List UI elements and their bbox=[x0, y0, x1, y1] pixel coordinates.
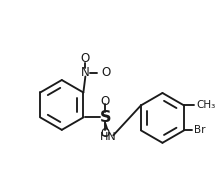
Text: O: O bbox=[81, 52, 90, 65]
Text: HN: HN bbox=[100, 132, 117, 142]
Text: N: N bbox=[81, 66, 90, 79]
Text: O: O bbox=[101, 66, 111, 79]
Text: CH₃: CH₃ bbox=[196, 100, 215, 110]
Text: O: O bbox=[101, 95, 110, 108]
Text: O: O bbox=[101, 127, 110, 140]
Text: S: S bbox=[100, 110, 111, 125]
Text: Br: Br bbox=[194, 125, 205, 135]
